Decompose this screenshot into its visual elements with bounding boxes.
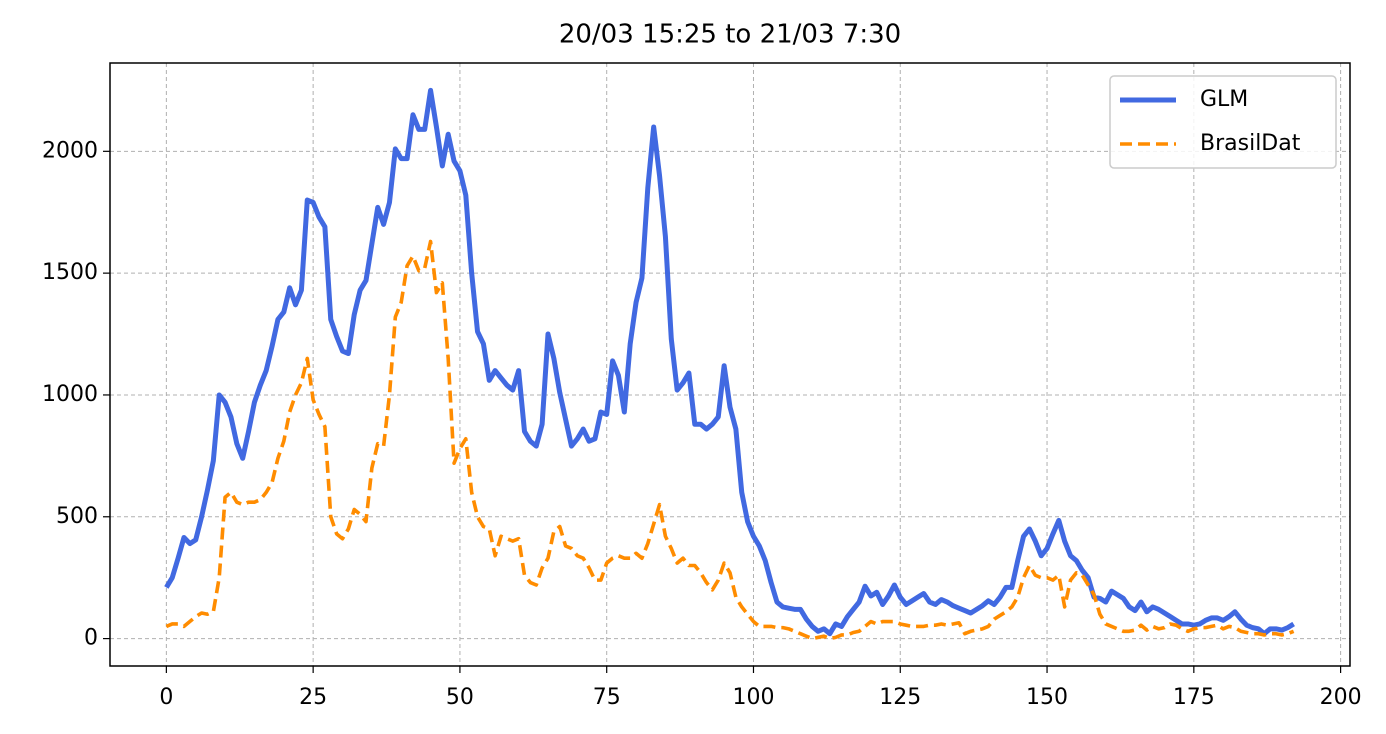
x-tick-label: 50 [446, 685, 474, 710]
x-tick-label: 100 [732, 685, 774, 710]
x-tick-label: 75 [593, 685, 621, 710]
x-tick-label: 200 [1320, 685, 1362, 710]
x-tick-label: 150 [1026, 685, 1068, 710]
chart-title: 20/03 15:25 to 21/03 7:30 [559, 20, 901, 50]
data-line [164, 87, 1295, 637]
y-tick-label: 500 [56, 504, 98, 529]
legend-label: BrasilDat [1200, 131, 1301, 156]
data-line [165, 239, 1295, 641]
y-tick-label: 2000 [42, 138, 98, 163]
x-tick-label: 175 [1173, 685, 1215, 710]
y-tick-label: 1000 [42, 382, 98, 407]
legend-label: GLM [1200, 87, 1248, 112]
x-tick-label: 125 [879, 685, 921, 710]
x-tick-label: 25 [299, 685, 327, 710]
axes-frame [109, 62, 1351, 667]
x-tick-label: 0 [159, 685, 173, 710]
y-tick-label: 1500 [42, 260, 98, 285]
y-tick-label: 0 [84, 626, 98, 651]
